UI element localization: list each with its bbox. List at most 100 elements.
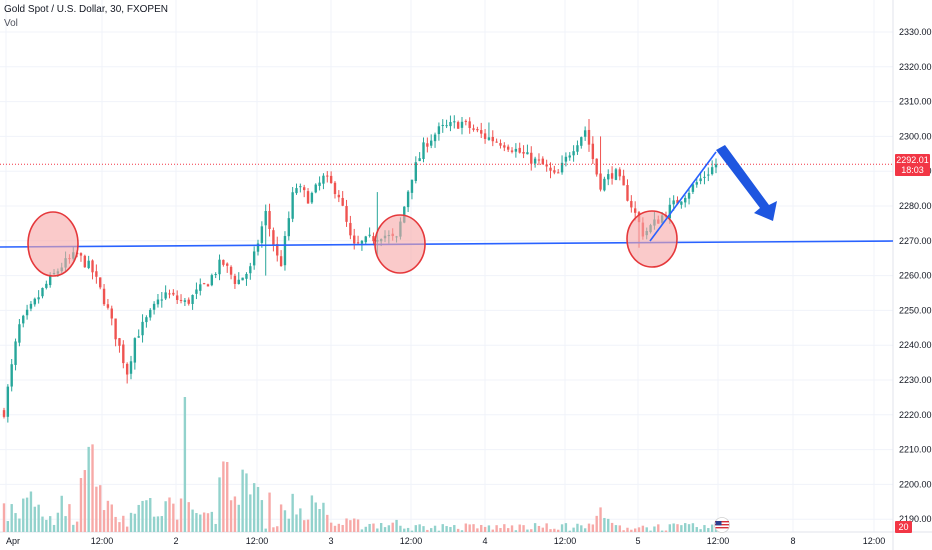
- candle-body: [318, 182, 321, 186]
- volume-bar: [102, 510, 106, 532]
- candle-body: [164, 292, 167, 299]
- volume-bar: [141, 500, 144, 532]
- candle-body: [18, 324, 21, 343]
- volume-bar: [241, 469, 244, 532]
- candle-body: [545, 164, 548, 167]
- candle-body: [114, 318, 117, 340]
- candle-body: [410, 179, 414, 193]
- candle-body: [614, 169, 618, 180]
- volume-bar: [414, 525, 417, 532]
- candle-body: [110, 308, 113, 319]
- volume-bar: [549, 529, 552, 532]
- volume-bar: [299, 508, 302, 532]
- volume-bar: [483, 526, 487, 532]
- volume-bar: [379, 523, 383, 532]
- candle-body: [91, 260, 94, 273]
- x-tick-label: 12:00: [863, 536, 886, 546]
- candle-body: [537, 159, 541, 161]
- volume-bar: [453, 525, 456, 532]
- volume-bar: [37, 504, 40, 532]
- volume-bar: [199, 514, 202, 532]
- volume-bar: [268, 492, 271, 532]
- candle-body: [337, 194, 341, 198]
- volume-bar: [572, 527, 575, 532]
- volume-bar: [587, 523, 591, 532]
- candle-body: [480, 130, 483, 134]
- volume-bar: [160, 516, 163, 532]
- volume-bar: [437, 530, 441, 532]
- candle-body: [268, 211, 271, 229]
- candle-body: [591, 143, 595, 160]
- candle-body: [626, 185, 629, 201]
- volume-bar: [291, 493, 294, 532]
- x-tick-label: 5: [635, 536, 640, 546]
- candle-body: [557, 172, 560, 174]
- candle-body: [160, 299, 163, 301]
- candle-body: [6, 386, 10, 417]
- candle-body: [522, 151, 525, 154]
- volume-bar: [530, 529, 533, 532]
- volume-bar: [595, 515, 598, 532]
- candle-body: [22, 315, 25, 324]
- candle-body: [291, 192, 294, 219]
- candle-body: [333, 182, 337, 195]
- candle-body: [506, 146, 510, 150]
- x-tick-label: 12:00: [91, 536, 114, 546]
- volume-bar: [533, 523, 537, 532]
- volume-bar: [607, 518, 610, 532]
- x-tick-label: 12:00: [246, 536, 269, 546]
- support-touch-circle: [374, 214, 426, 274]
- volume-bar: [175, 519, 179, 532]
- volume-bar: [591, 524, 595, 532]
- candle-body: [426, 143, 429, 147]
- volume-bar: [468, 524, 471, 532]
- candle-body: [345, 206, 348, 222]
- candle-body: [622, 175, 625, 186]
- support-touch-circle: [27, 211, 79, 277]
- candle-body: [245, 273, 248, 279]
- bearish-arrow: [716, 145, 777, 221]
- y-tick-label: 2220.00: [899, 410, 932, 420]
- volume-bar: [68, 504, 71, 532]
- candle-body: [587, 129, 591, 145]
- candle-body: [422, 142, 425, 159]
- volume-bar: [156, 516, 160, 532]
- volume-bar: [456, 528, 460, 532]
- candle-body: [633, 208, 637, 213]
- candle-body: [610, 173, 614, 179]
- candle-body: [499, 143, 502, 146]
- volume-bar: [345, 518, 348, 532]
- candle-body: [133, 338, 137, 363]
- candle-body: [430, 140, 433, 146]
- y-tick-label: 2260.00: [899, 271, 932, 281]
- volume-bar: [2, 503, 6, 532]
- candle-body: [349, 222, 352, 236]
- candle-body: [406, 191, 410, 208]
- candle-body: [214, 274, 217, 276]
- volume-bar: [472, 524, 475, 532]
- volume-bar: [226, 461, 229, 532]
- candle-body: [533, 158, 537, 164]
- volume-bar: [622, 530, 625, 532]
- candle-body: [668, 204, 672, 219]
- volume-bar: [322, 502, 325, 532]
- volume-bar: [237, 504, 240, 532]
- volume-bar: [252, 483, 256, 532]
- candle-body: [695, 182, 698, 185]
- volume-bar: [557, 529, 560, 532]
- candle-body: [583, 130, 587, 137]
- candle-body: [503, 145, 506, 148]
- candle-body: [549, 167, 552, 171]
- candle-body: [491, 136, 494, 142]
- candle-body: [468, 121, 471, 129]
- volume-bar: [560, 524, 564, 532]
- volume-bar: [172, 503, 175, 532]
- volume-bar: [202, 512, 206, 532]
- volume-label: Vol: [4, 18, 18, 29]
- candle-body: [445, 125, 448, 127]
- candle-body: [453, 121, 456, 123]
- candle-body: [218, 259, 221, 275]
- candle-body: [595, 158, 598, 175]
- volume-bar: [676, 524, 679, 532]
